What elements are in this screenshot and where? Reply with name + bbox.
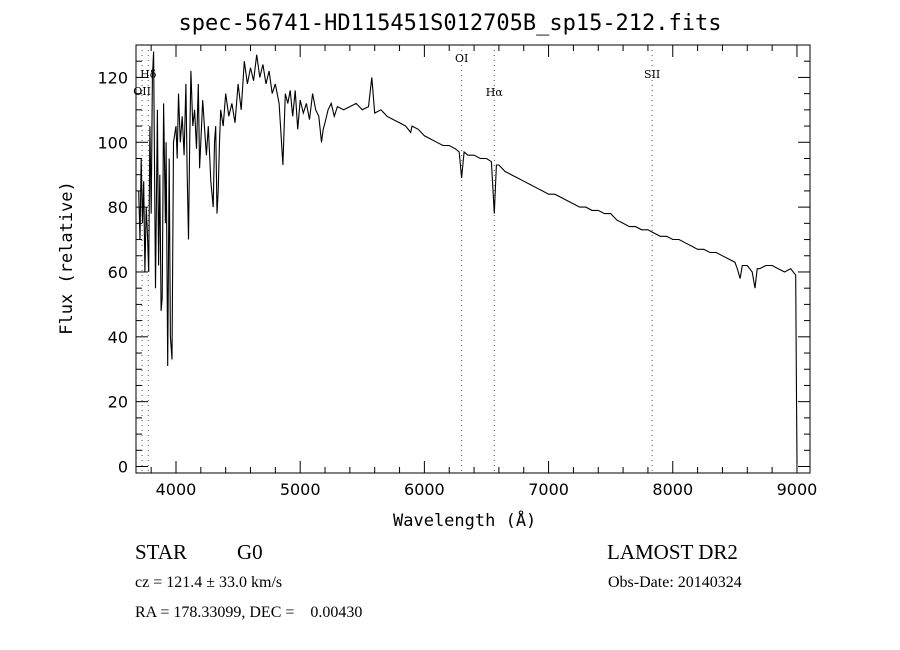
x-tick-label: 7000 — [528, 480, 569, 499]
x-axis-label: Wavelength (Å) — [393, 511, 537, 531]
x-tick-label: 5000 — [280, 480, 321, 499]
obs-date: Obs-Date: 20140324 — [608, 574, 742, 591]
survey-name: LAMOST DR2 — [607, 540, 738, 564]
chart-title: spec-56741-HD115451S012705B_sp15-212.fit… — [178, 11, 722, 36]
x-tick-label: 8000 — [652, 480, 693, 499]
x-tick-label: 6000 — [404, 480, 445, 499]
line-marker-label: Hα — [486, 86, 504, 99]
y-tick-label: 60 — [108, 263, 128, 282]
ra-dec: RA = 178.33099, DEC = 0.00430 — [135, 604, 363, 621]
line-marker-label: SII — [644, 68, 660, 81]
y-tick-label: 20 — [108, 393, 128, 412]
y-tick-label: 120 — [97, 68, 128, 87]
object-type: STAR — [135, 540, 187, 564]
y-tick-label: 80 — [108, 198, 128, 217]
line-marker-label: OI — [455, 52, 468, 65]
x-tick-label: 9000 — [777, 480, 818, 499]
y-tick-label: 0 — [118, 458, 128, 477]
plot-frame — [135, 44, 811, 474]
y-tick-label: 100 — [97, 133, 128, 152]
redshift-cz: cz = 121.4 ± 33.0 km/s — [135, 574, 283, 591]
line-marker-label: OII — [133, 85, 151, 98]
y-tick-label: 40 — [108, 328, 128, 347]
x-tick-label: 4000 — [156, 480, 197, 499]
spectrum-line — [138, 51, 798, 464]
y-axis-label: Flux (relative) — [57, 181, 77, 335]
subclass: G0 — [237, 540, 263, 564]
